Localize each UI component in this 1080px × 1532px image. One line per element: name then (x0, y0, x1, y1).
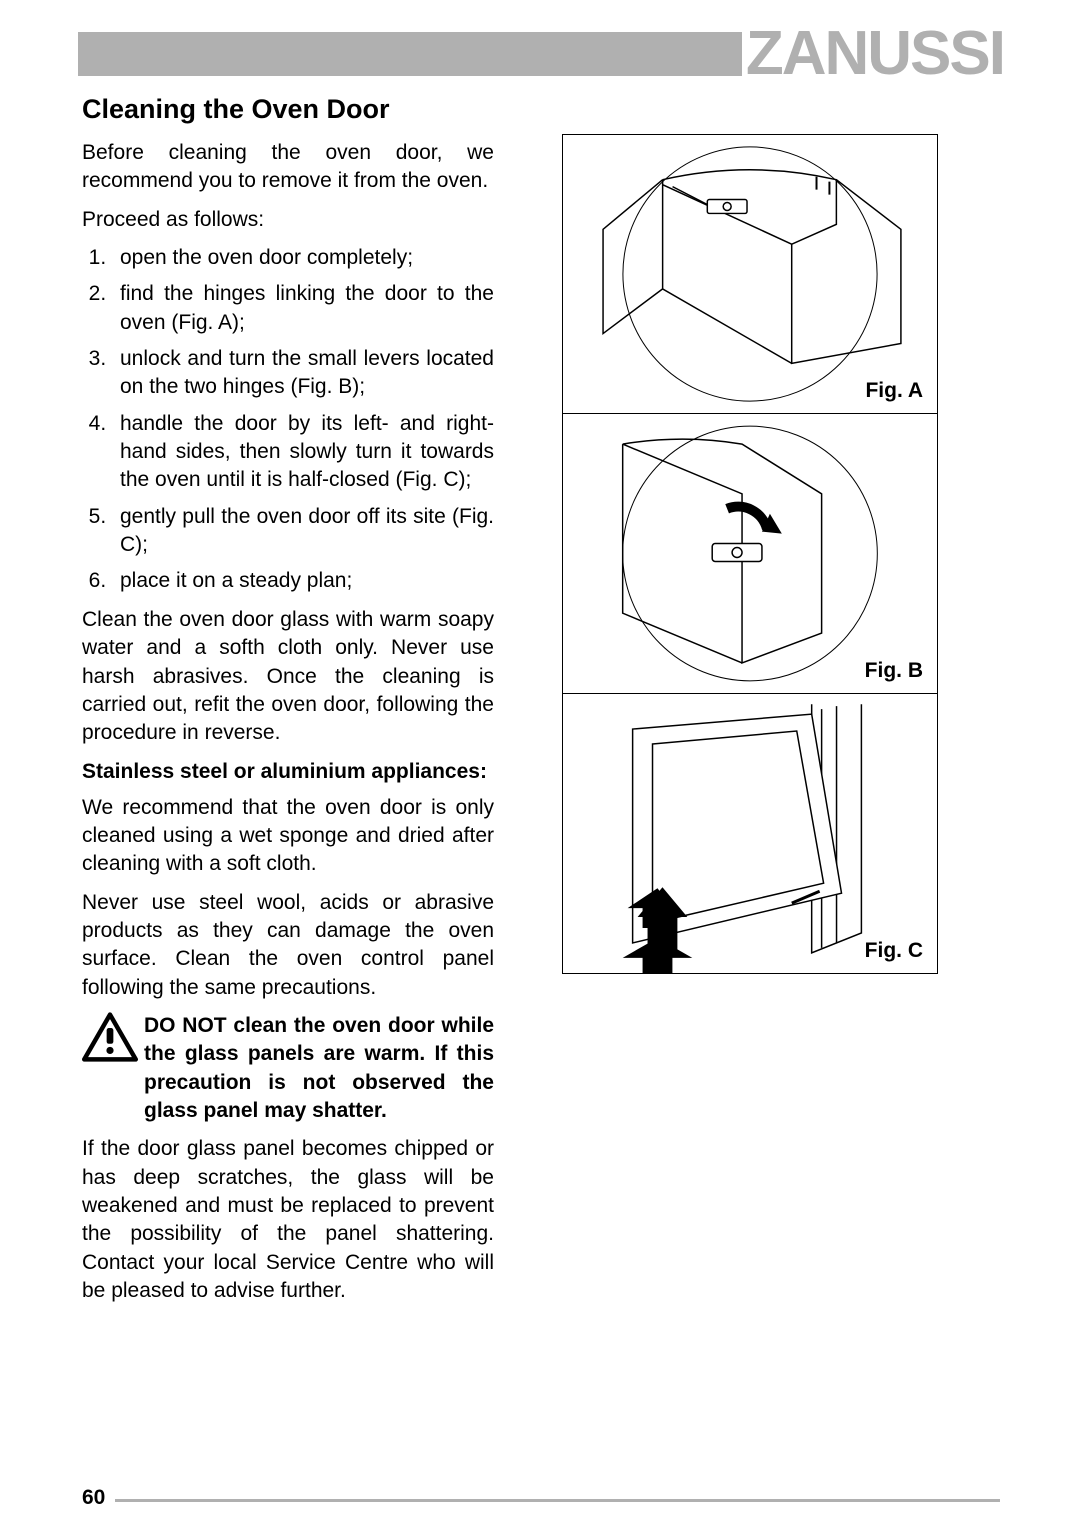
page-number: 60 (82, 1486, 105, 1510)
figure-a-diagram (563, 135, 937, 413)
brand-logo: ZANUSSI (742, 18, 1008, 89)
page-content: Cleaning the Oven Door Before cleaning t… (82, 94, 1002, 1315)
text-column: Cleaning the Oven Door Before cleaning t… (82, 94, 494, 1315)
warning-text: DO NOT clean the oven door while the gla… (144, 1012, 494, 1125)
footer-rule (115, 1499, 1000, 1502)
figure-c-label: Fig. C (865, 939, 923, 963)
figure-c: Fig. C (562, 694, 938, 974)
final-paragraph: If the door glass panel becomes chipped … (82, 1135, 494, 1305)
list-item: gently pull the oven door off its site (… (112, 503, 494, 560)
proceed-text: Proceed as follows: (82, 206, 494, 234)
warning-icon (82, 1012, 138, 1067)
figure-a-label: Fig. A (865, 379, 923, 403)
steps-list: open the oven door completely; find the … (82, 244, 494, 596)
sub-paragraph-1: We recommend that the oven door is only … (82, 794, 494, 879)
intro-paragraph: Before cleaning the oven door, we recomm… (82, 139, 494, 196)
figure-b-diagram (563, 414, 937, 693)
clean-paragraph: Clean the oven door glass with warm soap… (82, 606, 494, 748)
list-item: handle the door by its left- and right-h… (112, 410, 494, 495)
list-item: unlock and turn the small levers located… (112, 345, 494, 402)
figure-a: Fig. A (562, 134, 938, 414)
page-heading: Cleaning the Oven Door (82, 94, 494, 125)
figure-b-label: Fig. B (865, 659, 923, 683)
list-item: find the hinges linking the door to the … (112, 280, 494, 337)
sub-heading: Stainless steel or aluminium appliances: (82, 760, 494, 784)
list-item: open the oven door completely; (112, 244, 494, 272)
warning-block: DO NOT clean the oven door while the gla… (82, 1012, 494, 1125)
figure-column: Fig. A Fig. B (562, 134, 942, 974)
list-item: place it on a steady plan; (112, 567, 494, 595)
figure-c-diagram (563, 694, 937, 973)
sub-paragraph-2: Never use steel wool, acids or abrasive … (82, 889, 494, 1002)
figure-b: Fig. B (562, 414, 938, 694)
